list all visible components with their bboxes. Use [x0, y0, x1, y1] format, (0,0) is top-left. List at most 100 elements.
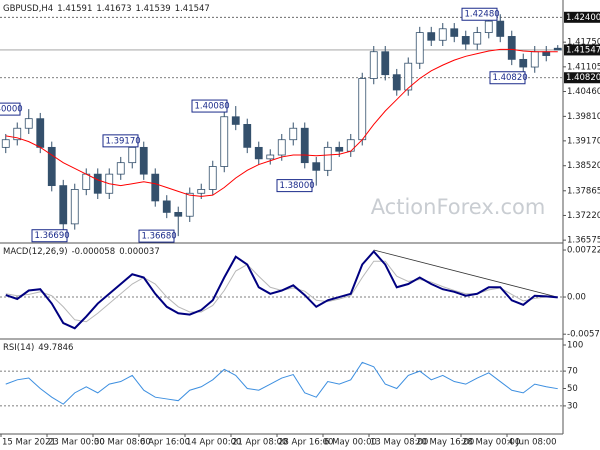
candle-body [392, 74, 401, 91]
level-label: 1.40820 [566, 73, 600, 83]
x-tick-label: 21 Apr 08:00 [232, 438, 287, 448]
y-tick-label: 50 [567, 384, 578, 394]
annotation-box [191, 99, 228, 113]
panel-header: MACD(12,26,9) -0.000058 0.000037 [3, 247, 160, 257]
level-label-box [564, 72, 600, 84]
candle-body [427, 32, 436, 41]
candle-body [254, 146, 263, 160]
candle-body [208, 166, 217, 190]
candle-body [93, 173, 102, 194]
candle-body [484, 20, 493, 34]
x-tick-label: 30 Mar 08:00 [94, 438, 151, 448]
ohlc-open: 1.41591 [57, 4, 92, 14]
panel-header: RSI(14) 49.7846 [3, 343, 73, 353]
candle-body [381, 51, 390, 76]
y-tick-label: 1.37220 [567, 211, 600, 221]
candle-body [231, 116, 240, 125]
candle-body [519, 58, 528, 68]
candle-body [473, 32, 482, 45]
symbol: GBPUSD,H4 [3, 4, 53, 14]
candle-body [415, 32, 424, 64]
candle-body [162, 200, 171, 213]
candle-body [82, 173, 91, 190]
candle-body [438, 28, 447, 41]
level-label: 1.42400 [566, 13, 600, 23]
candle-body [507, 36, 516, 60]
candle-body [553, 47, 562, 51]
annotation-label: 1.40000 [0, 105, 23, 115]
panel-header: GBPUSD,H4 1.41591 1.41673 1.41539 1.41547 [3, 4, 210, 14]
last-value: 49.7846 [38, 343, 73, 353]
y-tick-label: 1.41750 [567, 38, 600, 48]
annotation-label: 1.40820 [493, 73, 528, 83]
x-tick-label: 15 Mar 2021 [2, 438, 56, 448]
y-tick-label: -0.005714 [567, 330, 600, 340]
x-tick-label: 13 May 08:00 [370, 438, 428, 448]
candle-body [358, 78, 367, 141]
candle-body [300, 127, 309, 164]
annotation-box [489, 71, 526, 85]
candle-body [277, 139, 286, 156]
y-tick-label: 1.38520 [567, 161, 600, 171]
candle-body [151, 173, 160, 202]
candle-body [220, 116, 229, 167]
annotation-label: 1.42480 [465, 10, 500, 20]
annotation-box [138, 229, 175, 243]
candle-body [346, 139, 355, 152]
annotation-label: 1.40080 [195, 102, 230, 112]
candle-body [13, 127, 22, 141]
current-price-box [564, 44, 600, 56]
annotation-box [0, 102, 21, 116]
candle-body [128, 146, 137, 164]
panel-title: RSI(14) [3, 343, 34, 353]
y-tick-label: 0.007227 [567, 246, 600, 256]
y-tick-label: 1.39810 [567, 112, 600, 122]
candle-body [461, 36, 470, 45]
candle-body [266, 154, 275, 160]
x-tick-label: 4 Jun 08:00 [508, 438, 557, 448]
candle-body [323, 146, 332, 171]
series-line [5, 361, 558, 405]
candle-body [312, 162, 321, 171]
candle-body [174, 211, 183, 217]
annotation-label: 1.36690 [35, 231, 70, 241]
candle-body [1, 139, 10, 148]
candle-body [70, 189, 79, 225]
candle-body [335, 146, 344, 152]
ohlc-close: 1.41547 [175, 4, 210, 14]
last-value: 0.000037 [119, 247, 160, 257]
current-price-label: 1.41547 [566, 45, 600, 55]
candle-body [243, 124, 252, 148]
y-tick-label: 0.00 [567, 293, 586, 303]
x-tick-label: 28 May 00:00 [462, 438, 520, 448]
ohlc-low: 1.41539 [136, 4, 171, 14]
candle-body [24, 118, 33, 129]
annotation-box [276, 179, 313, 193]
candle-body [496, 20, 505, 37]
candle-body [59, 185, 68, 225]
candle-body [139, 146, 148, 175]
x-tick-label: 23 Mar 00:00 [48, 438, 105, 448]
annotation-label: 1.38000 [280, 181, 315, 191]
moving-average [5, 48, 558, 197]
x-tick-label: 20 May 16:00 [416, 438, 474, 448]
x-tick-label: 14 Apr 00:00 [186, 438, 241, 448]
y-tick-label: 1.37865 [567, 186, 600, 196]
y-tick-label: 1.41105 [567, 62, 600, 72]
x-tick-label: 28 Apr 16:00 [278, 438, 333, 448]
last-value: -0.000058 [72, 247, 116, 257]
candle-body [530, 51, 539, 68]
y-tick-label: 100 [567, 341, 583, 351]
y-tick-label: 70 [567, 367, 578, 377]
candle-body [116, 162, 125, 175]
candle-body [197, 189, 206, 194]
panel-title: MACD(12,26,9) [3, 247, 68, 257]
annotation-box [31, 229, 68, 243]
candle-body [542, 51, 551, 56]
ohlc-high: 1.41673 [96, 4, 131, 14]
trend-line [373, 249, 558, 298]
candle-body [369, 51, 378, 79]
